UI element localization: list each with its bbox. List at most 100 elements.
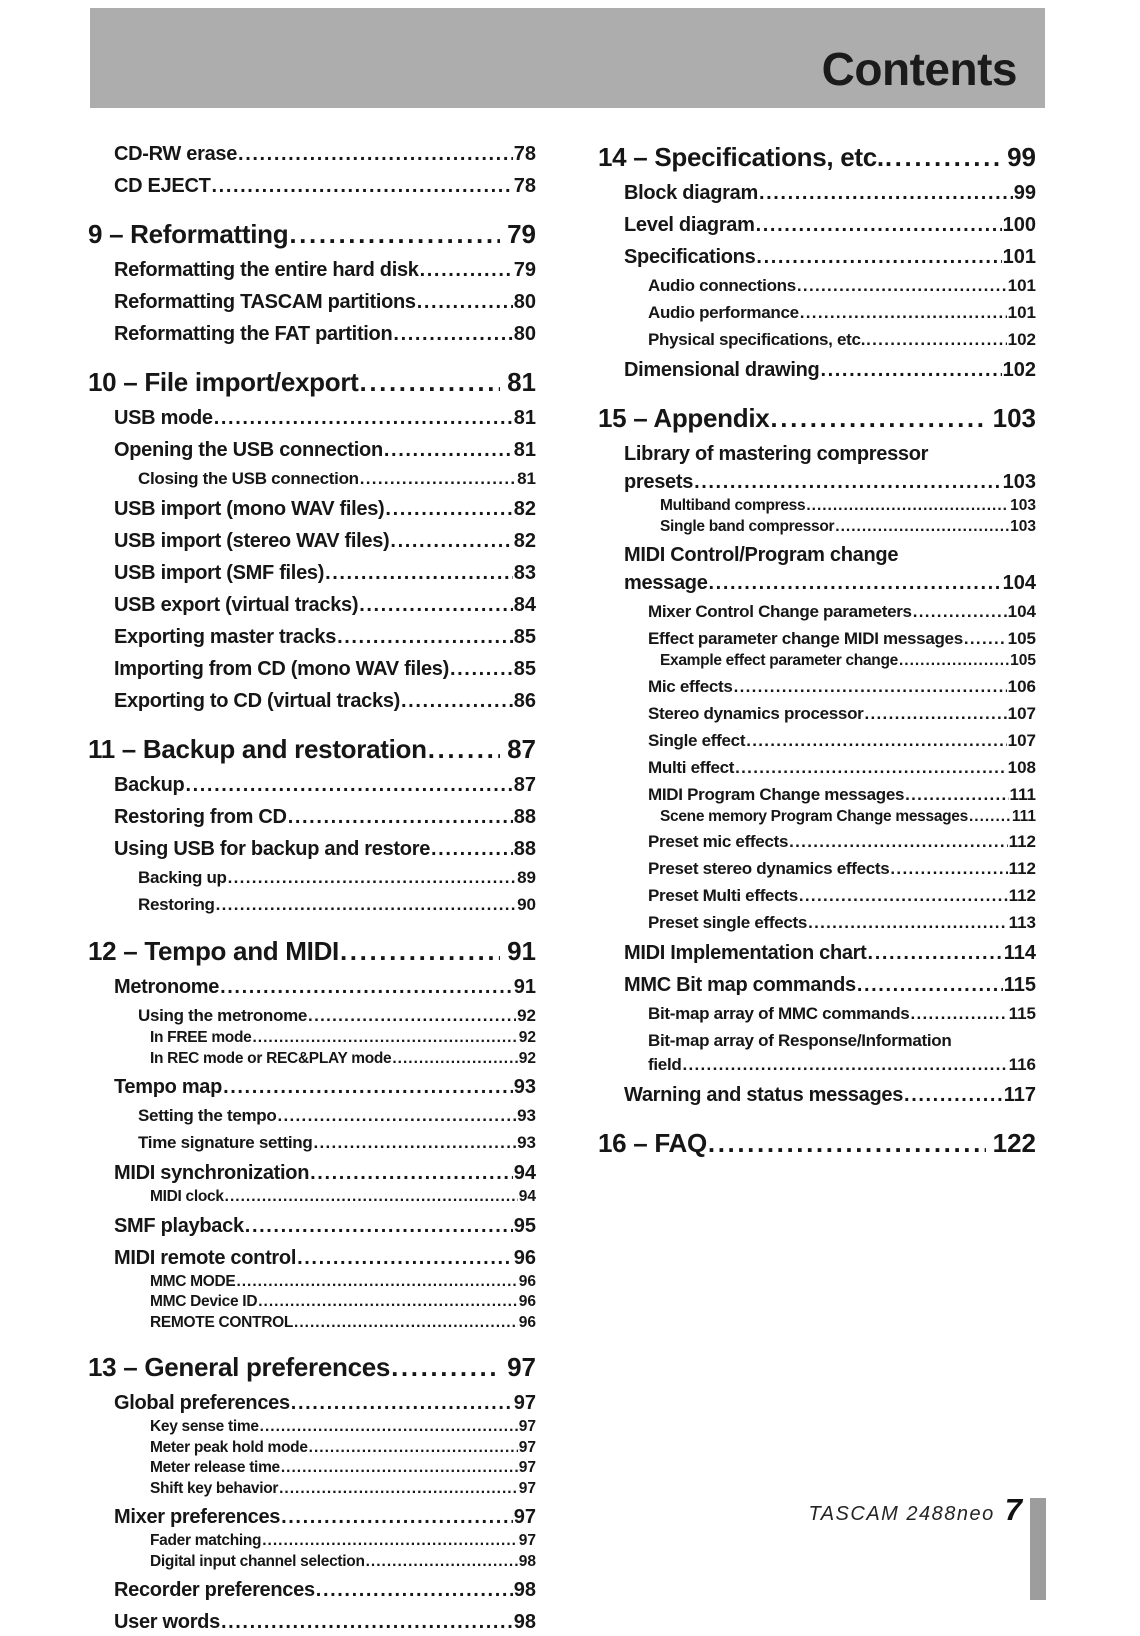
dot-leader: [212, 172, 513, 200]
toc-entry: 10 – File import/export 81: [88, 365, 536, 399]
toc-entry-page: 97: [518, 1479, 536, 1497]
dot-leader: [835, 517, 1009, 538]
toc-entry: Backing up 89: [88, 866, 536, 890]
toc-entry-page: 82: [513, 498, 536, 520]
toc-entry: Reformatting TASCAM partitions 80: [88, 288, 536, 316]
toc-entry-label: Backing up: [138, 868, 227, 887]
toc-entry-page: 81: [517, 469, 536, 488]
toc-left-column: CD-RW erase 78 CD EJECT 78 9 – Reformatting 7…: [88, 140, 536, 1636]
toc-entry-label: Single band compressor: [660, 517, 835, 535]
toc-entry: Exporting master tracks 85: [88, 623, 536, 651]
toc-entry-label: 10 – File import/export: [88, 367, 359, 397]
toc-entry: Preset stereo dynamics effects 112: [598, 857, 1036, 881]
dot-leader: [391, 1350, 500, 1384]
toc-entry-page: 94: [513, 1162, 536, 1184]
dot-leader: [223, 1073, 513, 1101]
toc-entry: 11 – Backup and restoration 87: [88, 732, 536, 766]
toc-entry-label: MIDI Program Change messages: [648, 784, 905, 804]
footer-page-number: 7: [1004, 1492, 1022, 1527]
toc-entry-label: Exporting master tracks: [114, 626, 337, 648]
dot-leader: [735, 756, 1007, 780]
toc-entry: CD-RW erase 78: [88, 140, 536, 168]
toc-entry-label: Backup: [114, 774, 185, 796]
toc-entry: MMC Bit map commands 115: [598, 971, 1036, 999]
toc-entry-page: 113: [1008, 913, 1036, 932]
toc-entry: In REC mode or REC&PLAY mode 92: [88, 1049, 536, 1070]
toc-entry-page: 93: [513, 1076, 536, 1098]
dot-leader: [797, 274, 1007, 298]
toc-entry-label: MIDI remote control: [114, 1246, 297, 1269]
toc-entry: Mixer Control Change parameters 104: [598, 600, 1036, 624]
toc-entry-label: Recorder preferences: [114, 1579, 315, 1601]
toc-entry-page: 99: [1007, 142, 1036, 172]
dot-leader: [281, 1458, 518, 1479]
dot-leader: [759, 179, 1013, 207]
toc-entry-page: 103: [1010, 497, 1036, 514]
toc-entry: Restoring 90: [88, 893, 536, 917]
toc-entry: Audio performance 101: [598, 301, 1036, 325]
toc-entry: Time signature setting 93: [88, 1131, 536, 1155]
toc-entry-label: field: [648, 1055, 682, 1074]
toc-entry-label: Reformatting the FAT partition: [114, 323, 393, 345]
toc-entry-label: MMC Device ID: [150, 1293, 258, 1310]
toc-entry-page: 112: [1008, 859, 1036, 878]
toc-entry-page: 97: [518, 1459, 536, 1476]
toc-entry: Warning and status messages 117: [598, 1081, 1036, 1109]
toc-entry-label: Stereo dynamics processor: [648, 703, 864, 723]
toc-entry-page: 79: [507, 219, 536, 249]
toc-entry-label: Dimensional drawing: [624, 359, 820, 381]
dot-leader: [291, 1389, 513, 1417]
toc-entry-page: 84: [513, 594, 536, 616]
toc-entry-label: Using the metronome: [138, 1006, 308, 1025]
toc-entry-page: 103: [1002, 471, 1036, 493]
toc-entry-page: 101: [1002, 246, 1036, 268]
dot-leader: [964, 627, 1007, 651]
toc-entry: Opening the USB connection 81: [88, 436, 536, 464]
toc-entry-page: 93: [517, 1133, 536, 1152]
dot-leader: [420, 256, 513, 284]
dot-leader: [325, 559, 513, 587]
toc-entry-label: CD-RW erase: [114, 143, 238, 165]
dot-leader: [969, 807, 1011, 828]
dot-leader: [709, 569, 1002, 597]
toc-entry: message 104: [598, 569, 1036, 597]
toc-entry-label: Audio connections: [648, 276, 796, 295]
toc-entry-page: 85: [513, 626, 536, 648]
toc-entry-label: 11 – Backup and restoration: [88, 734, 427, 764]
dot-leader: [277, 1104, 516, 1128]
dot-leader: [708, 1126, 986, 1160]
toc-entry: Level diagram 100: [598, 211, 1036, 239]
toc-entry-label: Setting the tempo: [138, 1106, 277, 1125]
toc-entry-label: Key sense time: [150, 1418, 259, 1435]
toc-entry: Single band compressor 103: [598, 517, 1036, 538]
toc-entry: In FREE mode 92: [88, 1028, 536, 1049]
toc-entry-label: presets: [624, 471, 694, 493]
toc-entry-page: 97: [513, 1392, 536, 1414]
toc-entry-label: USB mode: [114, 407, 213, 429]
toc-entry-label: Fader matching: [150, 1532, 262, 1549]
footer-brand: TASCAM 2488neo: [808, 1503, 995, 1525]
toc-entry-page: 81: [513, 439, 536, 461]
toc-entry-page: 88: [513, 806, 536, 828]
toc-entry-page: 122: [992, 1128, 1036, 1158]
toc-entry: MMC MODE 96: [88, 1272, 536, 1293]
toc-entry: MIDI Implementation chart 114: [598, 939, 1036, 967]
toc-entry-label: Global preferences: [114, 1392, 290, 1414]
toc-entry-line1: Bit-map array of Response/Information: [648, 1031, 952, 1050]
toc-entry-page: 97: [518, 1418, 536, 1435]
dot-leader: [808, 911, 1008, 935]
dot-leader: [756, 211, 1002, 239]
toc-entry: MIDI synchronization 94: [88, 1159, 536, 1187]
toc-entry-page: 111: [1009, 784, 1037, 804]
toc-entry-label: Meter peak hold mode: [150, 1438, 308, 1456]
dot-leader: [694, 468, 1002, 496]
dot-leader: [366, 1552, 518, 1573]
toc-entry-page: 97: [507, 1352, 536, 1382]
toc-entry-page: 97: [518, 1532, 536, 1549]
toc-entry: Meter release time 97: [88, 1458, 536, 1479]
toc-entry: field 116: [598, 1053, 1036, 1077]
toc-entry: Using the metronome 92: [88, 1004, 536, 1028]
dot-leader: [746, 729, 1006, 753]
toc-entry: 15 – Appendix 103: [598, 401, 1036, 435]
toc-entry-label: MIDI synchronization: [114, 1162, 310, 1184]
